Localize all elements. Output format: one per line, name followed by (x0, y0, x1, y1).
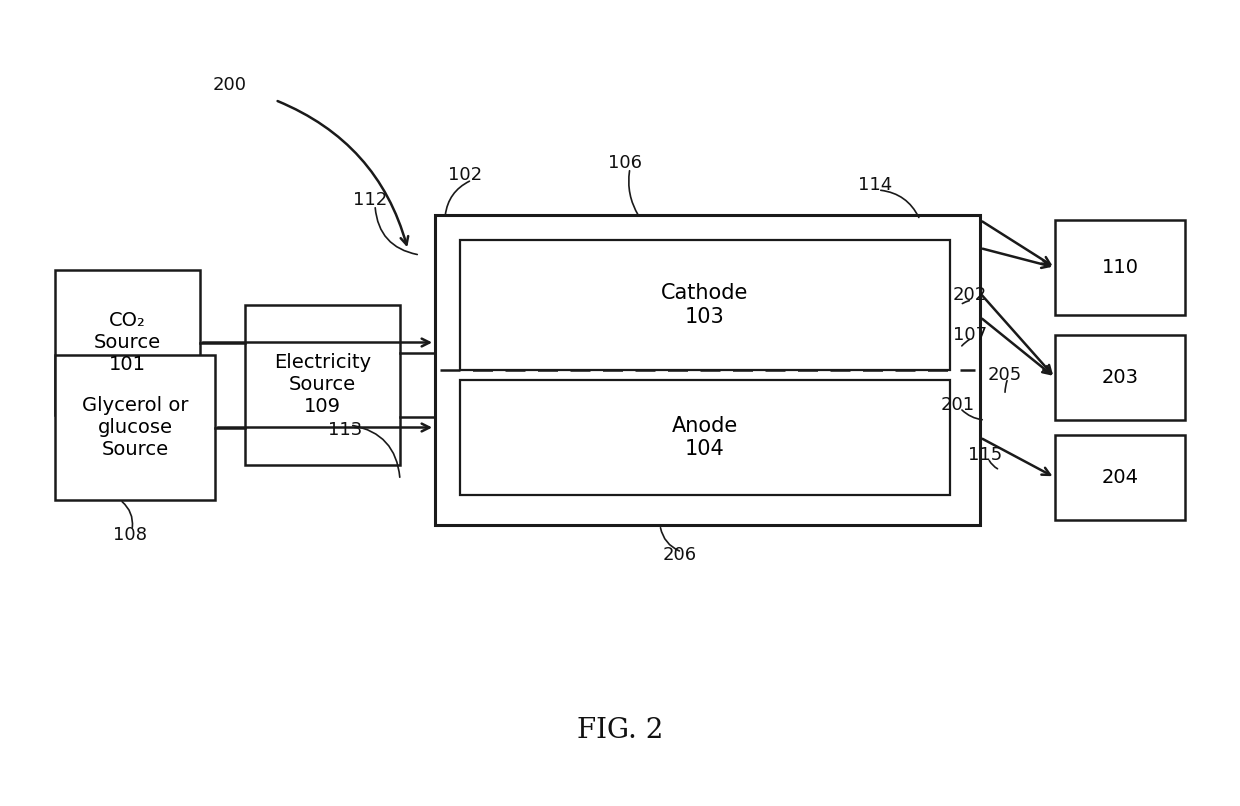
Text: 108: 108 (113, 526, 148, 544)
Bar (55, 270, 200, 415)
Text: 113: 113 (327, 421, 362, 439)
Bar (460, 240, 950, 370)
Text: 203: 203 (1101, 368, 1138, 387)
Bar (460, 380, 950, 495)
Text: 205: 205 (988, 366, 1022, 384)
Text: Electricity
Source
109: Electricity Source 109 (274, 354, 371, 417)
Text: 206: 206 (663, 546, 697, 564)
Text: 112: 112 (353, 191, 387, 209)
Bar (1055, 335, 1185, 420)
Text: 110: 110 (1101, 258, 1138, 277)
Bar (1055, 220, 1185, 315)
Text: 107: 107 (952, 326, 987, 344)
Text: 102: 102 (448, 166, 482, 184)
Text: 106: 106 (608, 154, 642, 172)
Text: FIG. 2: FIG. 2 (577, 717, 663, 743)
Text: 115: 115 (968, 446, 1002, 464)
Text: Anode
104: Anode 104 (672, 416, 738, 459)
Text: 201: 201 (941, 396, 975, 414)
Text: 200: 200 (213, 76, 247, 94)
Text: 114: 114 (858, 176, 892, 194)
Bar (55, 355, 215, 500)
Text: Cathode
103: Cathode 103 (661, 284, 749, 326)
Text: Glycerol or
glucose
Source: Glycerol or glucose Source (82, 396, 188, 459)
Bar (435, 215, 980, 525)
Bar (1055, 435, 1185, 520)
Text: 202: 202 (952, 286, 987, 304)
Text: 204: 204 (1101, 468, 1138, 487)
Bar (246, 305, 401, 465)
Text: CO₂
Source
101: CO₂ Source 101 (94, 311, 161, 374)
